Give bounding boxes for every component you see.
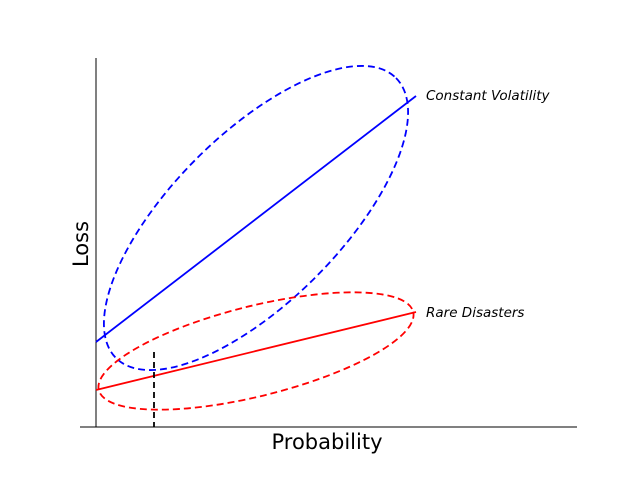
x-axis-label: Probability bbox=[271, 430, 382, 454]
rare-disasters-label: Rare Disasters bbox=[426, 305, 524, 321]
y-axis-label: Loss bbox=[69, 221, 93, 267]
series-constant-volatility: Constant Volatility bbox=[95, 65, 551, 371]
rare-disasters-line bbox=[95, 311, 417, 391]
series-rare-disasters: Rare Disasters bbox=[95, 291, 524, 411]
constant-volatility-label: Constant Volatility bbox=[426, 88, 551, 104]
constant-volatility-ellipse bbox=[103, 65, 409, 371]
constant-volatility-line bbox=[95, 95, 417, 343]
